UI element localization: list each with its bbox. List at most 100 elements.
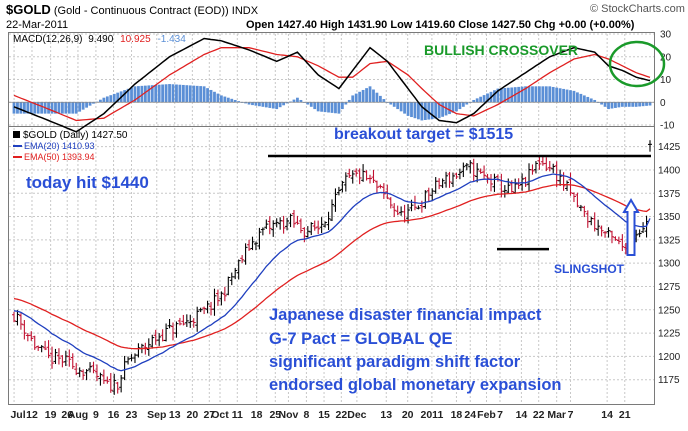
macd-legend-value: 9.490 [88, 34, 113, 45]
macd-legend-signal: 10.925 [120, 34, 151, 45]
macd-histogram-bar [434, 102, 438, 119]
macd-histogram-bar [50, 102, 54, 114]
macd-histogram-bar [254, 102, 258, 106]
macd-histogram-bar [192, 85, 196, 103]
macd-histogram-bar [458, 102, 462, 110]
macd-histogram-bar [313, 102, 317, 110]
macd-histogram-bar [306, 102, 310, 105]
macd-histogram-bar [320, 102, 324, 112]
macd-histogram-bar [579, 93, 583, 103]
x-tick-label: 13 [380, 409, 392, 421]
macd-histogram-bar [517, 86, 521, 103]
x-tick-label: Oct [211, 409, 229, 421]
macd-histogram-bar [437, 102, 441, 119]
macd-histogram-bar [85, 102, 88, 108]
macd-histogram-bar [195, 85, 199, 103]
x-tick-label: 13 [169, 409, 181, 421]
ohlc-readout: Open 1427.40 High 1431.90 Low 1419.60 Cl… [246, 19, 634, 31]
watermark: © StockCharts.com [590, 3, 685, 15]
macd-histogram-bar [589, 98, 593, 103]
x-tick-label: Nov [279, 409, 299, 421]
macd-histogram-bar [157, 84, 161, 103]
macd-histogram-bar [330, 102, 334, 113]
macd-histogram-bar [161, 84, 165, 103]
macd-histogram-bar [527, 86, 531, 103]
macd-histogram-bar [26, 102, 30, 114]
price-layer [12, 140, 652, 395]
price-legend-swatch [13, 131, 20, 138]
x-tick-label: 15 [318, 409, 330, 421]
macd-y-tick: -10 [660, 121, 675, 132]
macd-histogram-bar [109, 95, 113, 103]
x-tick-label: 22 [533, 409, 545, 421]
macd-histogram-bar [610, 102, 614, 109]
macd-histogram-bar [413, 102, 417, 119]
macd-histogram-bar [33, 102, 37, 114]
today-hit-label: today hit $1440 [26, 173, 149, 192]
macd-histogram-bar [499, 88, 503, 103]
macd-histogram-bar [137, 86, 140, 103]
macd-histogram-bar [392, 102, 396, 107]
macd-histogram-bar [188, 85, 192, 103]
date: 22-Mar-2011 [6, 19, 69, 31]
price-y-tick: 1325 [658, 235, 681, 246]
macd-histogram-bar [47, 102, 50, 114]
macd-histogram-bar [88, 102, 92, 106]
macd-histogram-bar [410, 102, 413, 118]
x-tick-label: 18 [451, 409, 463, 421]
macd-histogram-bar [565, 89, 569, 103]
ema20-legend: EMA(20) 1410.93 [24, 141, 95, 151]
price-panel [8, 126, 655, 405]
macd-histogram-bar [372, 89, 375, 103]
macd-histogram-bar [230, 98, 234, 103]
macd-histogram-bar [582, 95, 586, 103]
macd-histogram-bar [631, 102, 635, 107]
macd-legend-histogram: -1.434 [157, 34, 186, 45]
macd-histogram-bar [327, 102, 330, 113]
macd-histogram-bar [74, 102, 78, 114]
macd-histogram-bar [316, 102, 320, 112]
macd-histogram-bar [455, 102, 458, 112]
macd-histogram-bar [123, 90, 127, 103]
macd-histogram-bar [451, 102, 455, 113]
macd-histogram-bar [551, 86, 555, 103]
note-line-3: significant paradigm shift factor [269, 353, 521, 371]
macd-histogram-bar [503, 88, 507, 103]
macd-histogram-bar [105, 96, 109, 103]
macd-histogram-bar [354, 93, 358, 103]
macd-histogram-bar [382, 99, 386, 103]
x-tick-label: 14 [601, 409, 613, 421]
x-tick-label: Feb [477, 409, 496, 421]
macd-histogram-bar [627, 102, 631, 107]
macd-histogram-bar [389, 102, 393, 105]
macd-histogram-bar [593, 99, 597, 103]
macd-histogram-bar [168, 84, 171, 103]
ema50-line [13, 183, 651, 350]
exchange: INDX [231, 5, 259, 17]
price-y-tick: 1225 [658, 329, 681, 340]
price-y-tick: 1200 [658, 352, 681, 363]
macd-histogram-bar [133, 86, 137, 103]
macd-histogram-bar [175, 84, 178, 103]
macd-histogram-bar [399, 102, 403, 112]
macd-histogram-bar [323, 102, 327, 113]
chart-header: $GOLD (Gold - Continuous Contract (EOD))… [6, 2, 258, 17]
macd-y-tick: 20 [660, 52, 672, 63]
price-y-tick: 1300 [658, 259, 681, 270]
macd-histogram-bar [92, 102, 95, 104]
macd-histogram-bar [12, 102, 16, 114]
macd-histogram-bar [368, 86, 372, 103]
macd-histogram-bar [251, 102, 254, 106]
macd-histogram-bar [199, 86, 203, 103]
macd-histogram-bar [292, 99, 296, 103]
macd-histogram-bar [645, 102, 648, 106]
macd-histogram-bar [64, 102, 68, 114]
price-y-tick: 1375 [658, 189, 681, 200]
macd-histogram-bar [36, 102, 40, 114]
macd-histogram-bar [67, 102, 71, 114]
macd-histogram-bar [375, 92, 379, 103]
macd-histogram-bar [531, 86, 534, 103]
macd-histogram-bar [258, 102, 261, 107]
